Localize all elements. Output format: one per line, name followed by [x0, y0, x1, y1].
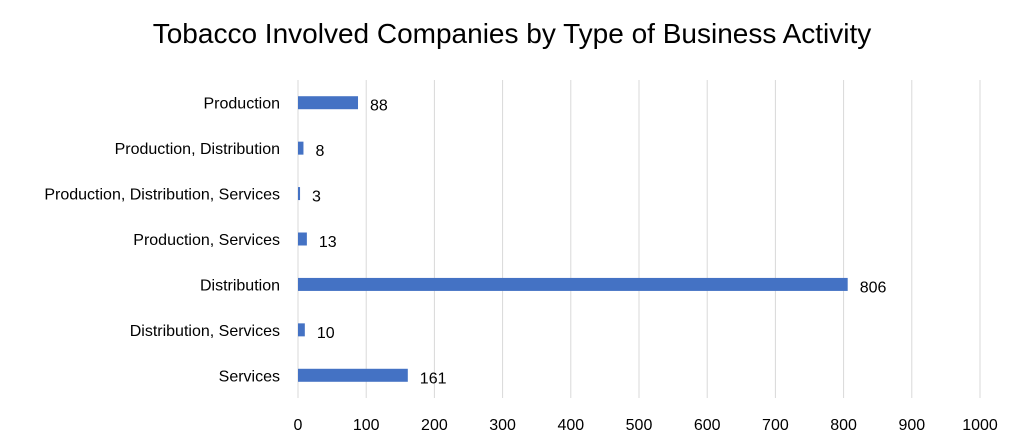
category-label: Distribution, Services — [130, 323, 280, 340]
bar — [298, 368, 408, 382]
x-tick-label: 500 — [626, 417, 653, 434]
x-tick-label: 1000 — [962, 417, 998, 434]
x-tick-label: 700 — [762, 417, 789, 434]
x-tick-label: 0 — [294, 417, 303, 434]
data-label: 13 — [319, 234, 337, 251]
bar — [298, 187, 301, 201]
data-label: 161 — [420, 370, 447, 387]
bar — [298, 323, 305, 337]
category-label: Production — [204, 96, 281, 113]
category-label: Production, Services — [133, 232, 280, 249]
data-label: 10 — [317, 325, 335, 342]
data-label: 3 — [312, 189, 321, 206]
chart-title: Tobacco Involved Companies by Type of Bu… — [152, 18, 872, 49]
category-label: Distribution — [200, 277, 280, 294]
bar — [298, 277, 848, 291]
category-label: Production, Distribution — [115, 141, 280, 158]
x-tick-label: 600 — [694, 417, 721, 434]
data-label: 806 — [860, 279, 887, 296]
category-label: Production, Distribution, Services — [44, 187, 280, 204]
category-label: Services — [219, 368, 280, 385]
data-label: 8 — [315, 143, 324, 160]
x-tick-label: 800 — [830, 417, 857, 434]
x-tick-label: 900 — [898, 417, 925, 434]
x-tick-label: 300 — [489, 417, 516, 434]
data-label: 88 — [370, 98, 388, 115]
bar — [298, 232, 307, 246]
x-tick-label: 400 — [557, 417, 584, 434]
x-tick-label: 100 — [353, 417, 380, 434]
bar — [298, 96, 359, 110]
x-tick-label: 200 — [421, 417, 448, 434]
bar — [298, 141, 304, 155]
